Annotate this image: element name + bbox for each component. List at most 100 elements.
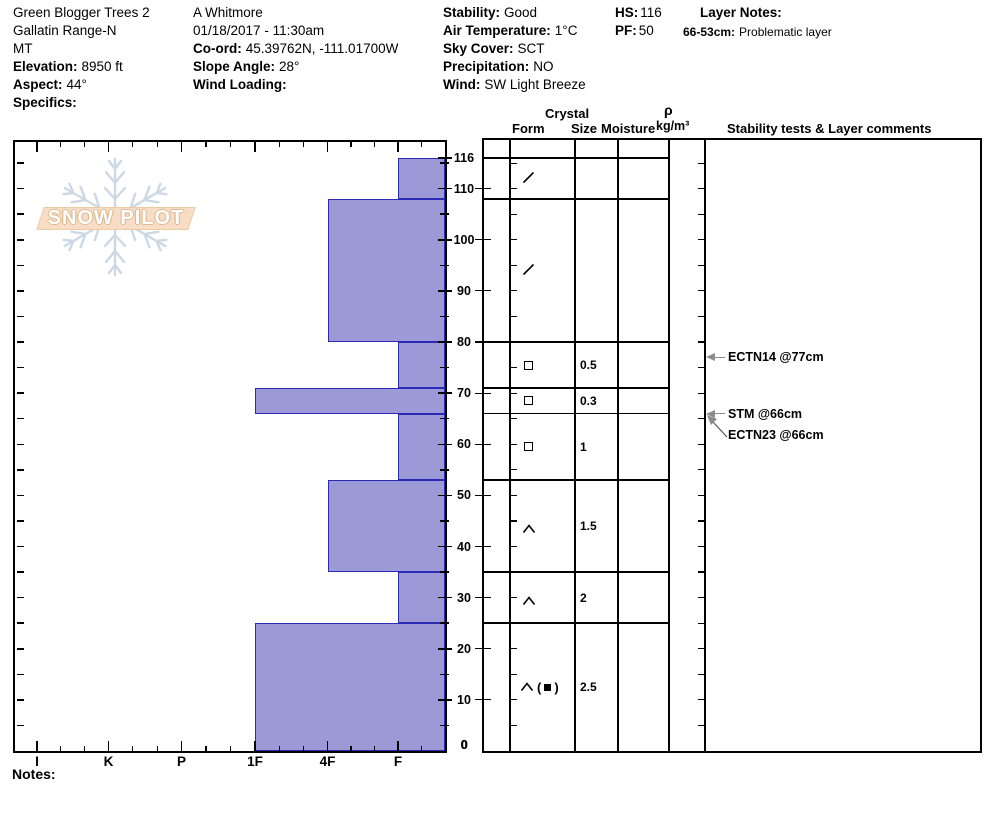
hardness-bar-layer-1 (327, 198, 445, 343)
form-col-tick (511, 443, 517, 445)
axis-tick-major (326, 741, 329, 751)
depth-axis-label: 90 (457, 283, 471, 298)
depth-tick-left (16, 545, 24, 548)
table-vline (704, 138, 706, 753)
axis-tick-minor (373, 746, 376, 751)
form-col-tick (511, 673, 517, 675)
col-header-form: Form (512, 121, 545, 136)
axis-tick-minor (420, 142, 423, 147)
form-col-tick (511, 418, 517, 420)
axis-tick-minor (302, 746, 304, 751)
depth-tick-left (16, 315, 24, 318)
table-left-tick (475, 597, 491, 599)
density-col-tick (698, 392, 704, 394)
depth-tick-left (16, 213, 24, 215)
site-name: Green Blogger Trees 2 (13, 5, 150, 20)
test-arrow-head (706, 409, 715, 418)
table-left-tick (475, 545, 491, 548)
sky-cover-line: Sky Cover: SCT (443, 41, 545, 56)
density-col-tick (698, 366, 704, 369)
col-header-density-units: kg/m³ (656, 119, 690, 133)
depth-axis-label: 60 (457, 437, 471, 452)
col-header-moisture: Moisture (601, 121, 656, 136)
layer-boundary-line (483, 571, 669, 573)
stability-test-label: ECTN14 @77cm (728, 350, 824, 365)
axis-tick-minor (278, 142, 280, 147)
layer-boundary-line (483, 341, 669, 343)
depth-tick-right (440, 417, 449, 420)
depth-tick-right (438, 187, 452, 190)
table-top-border (482, 138, 982, 140)
pf-line: PF: 50 (615, 23, 654, 38)
form-col-tick (511, 188, 517, 190)
precipitation-line: Precipitation: NO (443, 59, 554, 74)
hardness-axis-label: I (35, 754, 39, 769)
axis-tick-major (36, 741, 38, 751)
grain-form-square-icon (524, 396, 533, 406)
layer-boundary-line (483, 157, 669, 159)
depth-tick-left (16, 648, 24, 650)
axis-tick-minor (205, 142, 207, 147)
density-col-tick (698, 724, 704, 727)
axis-tick-minor (132, 746, 134, 751)
depth-tick-left (16, 596, 24, 599)
grain-size-value: 0.5 (580, 358, 597, 373)
aspect-line: Aspect: 44° (13, 77, 87, 92)
depth-axis-label: 40 (457, 539, 471, 554)
layer-notes-title: Layer Notes: (700, 5, 782, 20)
form-col-tick (511, 341, 517, 343)
hardness-bar-layer-0 (398, 157, 445, 199)
depth-tick-right (440, 673, 449, 676)
depth-axis-label: 116 (453, 150, 475, 165)
axis-tick-minor (205, 746, 207, 751)
depth-tick-left (16, 239, 24, 241)
grain-form-slash-icon (522, 263, 535, 276)
form-col-tick (511, 545, 517, 548)
density-col-tick (698, 571, 704, 573)
density-col-tick (698, 469, 704, 471)
depth-axis-label: 30 (457, 590, 471, 605)
depth-tick-right (438, 494, 452, 497)
table-left-tick (475, 699, 491, 701)
table-left-tick (475, 494, 491, 496)
axis-tick-major (36, 142, 38, 152)
depth-axis-label: 50 (457, 488, 471, 503)
depth-tick-left (16, 290, 24, 292)
axis-tick-major (326, 142, 329, 152)
form-col-tick (511, 239, 517, 241)
axis-tick-minor (229, 142, 232, 147)
density-col-tick (698, 290, 704, 292)
stability-test-label: STM @66cm (728, 406, 803, 421)
notes-label: Notes: (12, 766, 56, 782)
form-col-tick (511, 366, 517, 369)
density-col-tick (698, 188, 704, 190)
test-arrow-line (714, 412, 725, 415)
table-left-tick (475, 239, 491, 241)
density-col-tick (698, 648, 704, 650)
density-col-tick (698, 673, 704, 675)
depth-tick-left (16, 417, 24, 420)
depth-tick-left (16, 673, 24, 676)
density-col-tick (698, 162, 704, 164)
snowpilot-logo: SNOW PILOT (36, 150, 210, 295)
grain-size-value: 2 (580, 590, 587, 605)
form-col-tick (511, 494, 517, 496)
axis-tick-major (107, 741, 110, 751)
grain-size-value: 0.3 (580, 393, 597, 408)
logo-text: SNOW PILOT (47, 207, 185, 229)
wind-loading-line: Wind Loading: (193, 77, 287, 92)
axis-tick-minor (156, 746, 158, 751)
depth-tick-right (438, 545, 452, 548)
grain-size-value: 2.5 (580, 680, 597, 695)
axis-tick-major (397, 142, 399, 152)
depth-tick-right (440, 622, 449, 624)
grain-form-caret-crust-icon: () (520, 678, 559, 696)
depth-tick-left (16, 162, 24, 164)
depth-axis-label: 0 (460, 738, 468, 752)
coord-line: Co-ord: 45.39762N, -111.01700W (193, 41, 399, 56)
depth-axis-label: 110 (453, 181, 475, 196)
depth-tick-left (16, 443, 24, 446)
density-col-tick (698, 597, 704, 599)
grain-size-value: 1.5 (580, 519, 597, 534)
grain-form-caret-icon (522, 521, 536, 534)
